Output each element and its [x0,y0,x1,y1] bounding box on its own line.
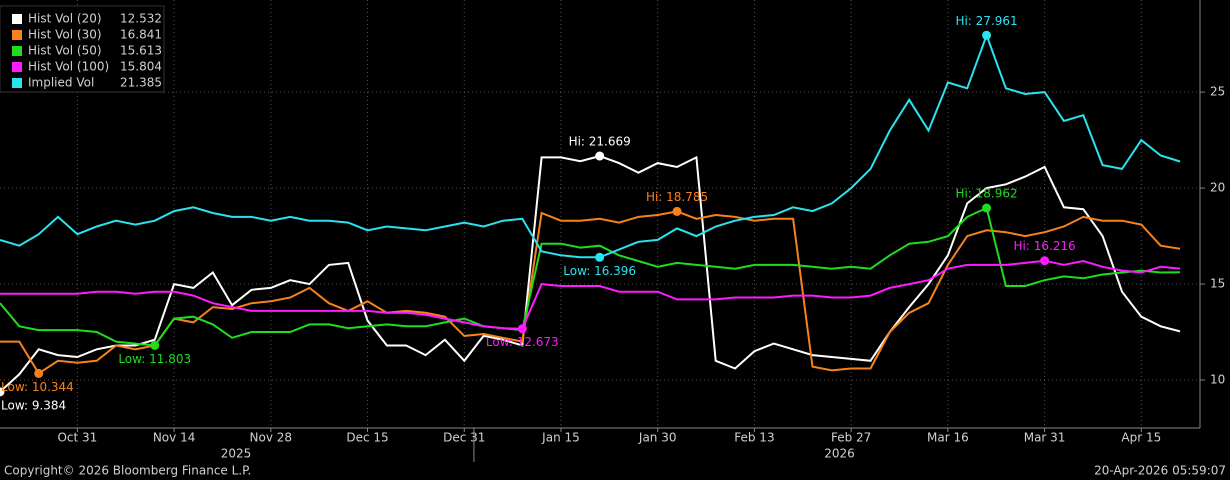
series-line [0,155,1181,393]
copyright: Copyright© 2026 Bloomberg Finance L.P. [4,464,251,478]
extreme-label: Hi: 18.962 [955,187,1017,201]
legend-label: Hist Vol (100) [28,60,109,74]
x-tick-label: Jan 30 [638,431,677,445]
x-tick-label: Feb 13 [734,431,774,445]
series-line [0,210,1181,375]
extreme-label: Low: 11.803 [118,352,191,366]
y-tick-label: 10 [1210,373,1225,387]
legend-box [0,5,165,93]
legend-swatch [12,46,22,56]
x-tick-label: Apr 15 [1121,431,1161,445]
year-label: 2026 [824,447,855,461]
timestamp: 20-Apr-2026 05:59:07 [1094,464,1226,478]
x-tick-label: Feb 27 [831,431,871,445]
extreme-marker [1040,256,1050,266]
extreme-marker [982,30,992,40]
extreme-marker [595,252,605,262]
legend-swatch [12,14,22,24]
extreme-label: Hi: 18.785 [646,190,708,204]
x-tick-label: Oct 31 [57,431,97,445]
legend-value: 12.532 [120,12,162,26]
extreme-marker [34,368,44,378]
extreme-marker [150,340,160,350]
y-tick-label: 15 [1210,277,1225,291]
extreme-marker [672,206,682,216]
extreme-label: Low: 16.396 [563,264,636,278]
extreme-label: Hi: 21.669 [569,135,631,149]
x-tick-label: Dec 15 [346,431,388,445]
legend: Hist Vol (20) 12.532 Hist Vol (30) 16.841 Hi… [0,5,165,93]
x-tick-label: Mar 16 [927,431,969,445]
legend-swatch [12,78,22,88]
legend-label: Implied Vol [28,76,94,90]
extreme-marker [982,203,992,213]
legend-value: 21.385 [120,76,162,90]
legend-label: Hist Vol (20) [28,12,102,26]
series-line [0,259,1181,330]
legend-label: Hist Vol (50) [28,44,102,58]
extreme-label: Hi: 16.216 [1013,239,1075,253]
legend-swatch [12,62,22,72]
x-tick-label: Mar 31 [1024,431,1066,445]
extreme-label: Low: 12.673 [486,335,559,349]
y-tick-label: 25 [1210,85,1225,99]
extreme-marker [0,387,5,397]
x-tick-label: Nov 14 [153,431,196,445]
extreme-marker [595,151,605,161]
legend-value: 15.613 [120,44,162,58]
extreme-label: Low: 9.384 [1,398,66,412]
x-tick-label: Nov 28 [250,431,293,445]
x-tick-label: Dec 31 [443,431,485,445]
extreme-marker [517,324,527,334]
legend-label: Hist Vol (30) [28,28,102,42]
legend-swatch [12,30,22,40]
legend-value: 16.841 [120,28,162,42]
x-tick-label: Jan 15 [541,431,580,445]
extreme-label: Hi: 27.961 [955,14,1017,28]
extreme-label: Low: 10.344 [1,380,74,394]
year-label: 2025 [221,447,252,461]
series-line [0,32,1181,259]
y-tick-label: 20 [1210,181,1225,195]
legend-value: 15.804 [120,60,162,74]
plot: Hi: 21.669 Low: 9.384 Hi: 18.785 Low: 10.34… [0,14,1181,412]
